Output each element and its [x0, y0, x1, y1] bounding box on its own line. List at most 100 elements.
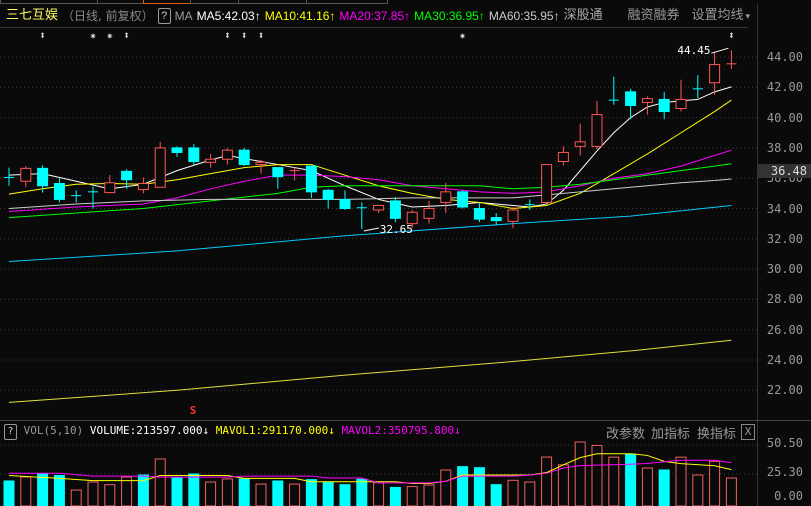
event-marker-icon[interactable]: ⬍ — [39, 29, 46, 42]
candle-body — [137, 183, 149, 191]
volume-bar — [205, 481, 217, 506]
volume-bar — [305, 479, 317, 506]
candle-body — [507, 209, 519, 222]
candle-body — [221, 149, 233, 160]
volume-bar — [255, 483, 267, 506]
candle-body — [322, 189, 334, 200]
candle-body — [557, 151, 569, 163]
sell-signal-icon: S — [190, 404, 197, 417]
volume-bar — [356, 478, 368, 506]
candle-body — [272, 167, 284, 178]
volume-bar — [188, 473, 200, 506]
add-indicator-button[interactable]: 加指标 — [651, 427, 691, 442]
candle-body — [473, 208, 485, 220]
candle-body — [389, 200, 401, 219]
margin-trading-link[interactable]: 融资融券 — [627, 8, 680, 23]
event-marker-icon[interactable]: ⬍ — [240, 29, 248, 42]
volume-indicator-title: VOL(5,10) — [23, 424, 84, 437]
mavol1-line — [8, 453, 732, 485]
volume-bar — [725, 477, 737, 506]
candle-body — [339, 198, 351, 210]
price-tick-label: 24.00 — [766, 353, 803, 367]
help-button[interactable]: ? — [157, 8, 171, 24]
price-tick-label: 26.00 — [766, 322, 803, 337]
volume-tick-label: 50.50 — [766, 436, 803, 451]
candle-body — [490, 217, 502, 222]
volume-bar — [574, 441, 586, 506]
up-arrow-icon: ↑ — [404, 9, 411, 23]
ma-label: MA — [174, 9, 193, 23]
up-arrow-icon: ↑ — [478, 9, 485, 23]
ma60-value: MA60:35.95↑ — [488, 9, 560, 23]
candle-body — [373, 204, 385, 211]
candle-body — [53, 183, 65, 200]
down-arrow-icon: ↓ — [202, 424, 210, 437]
candle-body — [541, 164, 553, 203]
volume-bar — [625, 453, 637, 506]
stock-name: 三七互娱 — [6, 8, 59, 23]
ma30-line — [8, 163, 732, 219]
candle-body — [255, 161, 267, 166]
volume-bar — [373, 482, 385, 506]
close-indicator-button[interactable]: X — [741, 424, 755, 440]
ma30-value: MA30:36.95↑ — [414, 9, 485, 23]
price-tick-label: 28.00 — [766, 292, 803, 307]
up-arrow-icon: ↑ — [329, 9, 336, 23]
event-marker-icon[interactable]: ⬍ — [728, 29, 735, 42]
event-marker-icon[interactable]: ✷ — [106, 29, 114, 42]
event-marker-icon[interactable]: ✷ — [459, 29, 466, 42]
volume-bar — [608, 456, 620, 506]
price-tick-label: 22.00 — [766, 383, 803, 398]
candle-body — [709, 64, 721, 84]
volume-bar — [272, 480, 284, 506]
volume-bar — [322, 481, 334, 506]
switch-indicator-button[interactable]: 换指标 — [697, 427, 737, 442]
volume-bar — [221, 478, 233, 506]
event-marker-icon[interactable]: ⬍ — [257, 29, 265, 42]
top-tab[interactable] — [306, 0, 388, 4]
down-arrow-icon: ↓ — [454, 424, 461, 437]
volume-help-button[interactable]: ? — [4, 424, 17, 440]
event-marker-icon[interactable]: ⬍ — [224, 29, 231, 42]
axis-divider — [757, 4, 758, 506]
high-pointer-icon — [711, 47, 729, 54]
header-divider — [0, 27, 748, 28]
volume-bar — [692, 474, 704, 506]
candle-body — [104, 182, 116, 194]
shenzhen-connect-link[interactable]: 深股通 — [563, 8, 603, 23]
low-pointer-icon — [363, 227, 379, 232]
volume-bar — [524, 481, 536, 506]
set-ma-dropdown[interactable]: 设置均线 ▾ — [691, 7, 750, 23]
volume-bar — [557, 464, 569, 506]
volume-bar — [20, 476, 32, 506]
volume-bar — [339, 484, 351, 506]
event-marker-icon[interactable]: ⬍ — [123, 29, 130, 42]
current-price-label: 36.48 — [757, 163, 811, 178]
volume-bar — [507, 479, 519, 506]
volume-panel-divider — [0, 420, 811, 421]
caret-down-icon: ▾ — [745, 11, 750, 22]
candle-body — [406, 211, 418, 225]
volume-bar — [53, 474, 65, 506]
volume-bar — [473, 467, 485, 506]
candle-body — [238, 149, 250, 166]
event-marker-icon[interactable]: ✷ — [89, 29, 97, 42]
volume-bar — [37, 473, 49, 506]
low-price-label: 32.65 — [380, 223, 413, 236]
ma20-value: MA20:37.85↑ — [339, 9, 411, 23]
volume-tick-label: 25.30 — [766, 465, 803, 479]
volume-value: VOLUME:213597.000 — [89, 424, 203, 437]
up-arrow-icon: ↑ — [254, 9, 261, 23]
edit-params-button[interactable]: 改参数 — [606, 427, 646, 442]
volume-bar — [121, 476, 133, 506]
ma5-value: MA5:42.03↑ — [196, 9, 261, 23]
candle-body — [457, 191, 469, 208]
volume-bar — [490, 484, 502, 506]
price-tick-label: 38.00 — [766, 140, 803, 155]
long-ma-line — [8, 204, 732, 263]
candle-body — [675, 98, 687, 110]
volume-header: ? VOL(5,10) VOLUME:213597.000↓ MAVOL1:29… — [0, 423, 461, 440]
candle-body — [188, 147, 200, 163]
mavol2-value: MAVOL2:350795.800 — [341, 424, 455, 437]
